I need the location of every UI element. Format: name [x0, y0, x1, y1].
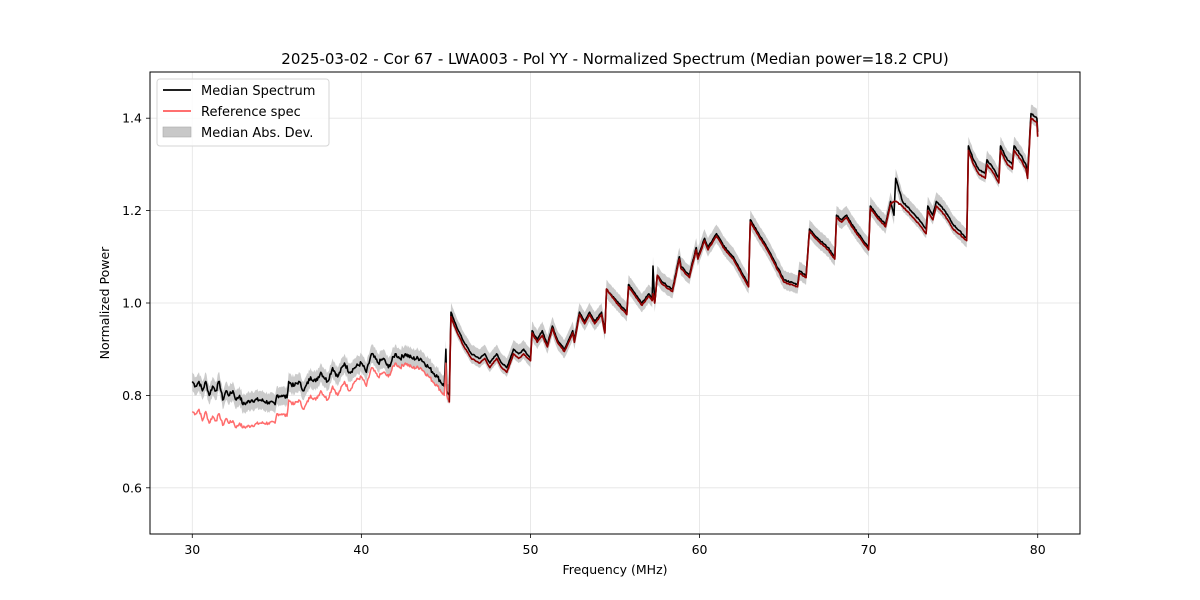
y-tick-label: 1.0 [122, 296, 142, 311]
reference-spec-overlap-line [448, 117, 1039, 403]
x-tick-label: 40 [353, 542, 369, 557]
y-tick-label: 1.4 [122, 111, 142, 126]
legend-mad-swatch [162, 126, 192, 138]
y-tick-label: 1.2 [122, 203, 142, 218]
x-tick-label: 60 [692, 542, 708, 557]
y-tick-label: 0.8 [122, 388, 142, 403]
legend: Median Spectrum Reference spec Median Ab… [156, 78, 330, 147]
y-axis-label: Normalized Power [97, 246, 112, 360]
legend-mad-label: Median Abs. Dev. [201, 126, 313, 141]
median-spectrum-line [191, 112, 1039, 406]
x-tick-label: 80 [1030, 542, 1046, 557]
x-axis-label: Frequency (MHz) [562, 562, 667, 577]
legend-reference-spec-label: Reference spec [201, 105, 301, 120]
x-tick-label: 30 [184, 542, 200, 557]
series-layer [191, 112, 1039, 429]
legend-median-spectrum-label: Median Spectrum [201, 84, 315, 99]
legend-box [156, 78, 330, 147]
y-axis-ticks: 0.6 0.8 1.0 1.2 1.4 [122, 111, 150, 495]
x-axis-ticks: 30 40 50 60 70 80 [184, 534, 1046, 557]
x-tick-label: 70 [861, 542, 877, 557]
chart-title: 2025-03-02 - Cor 67 - LWA003 - Pol YY - … [281, 50, 948, 68]
x-tick-label: 50 [523, 542, 539, 557]
y-tick-label: 0.6 [122, 480, 142, 495]
